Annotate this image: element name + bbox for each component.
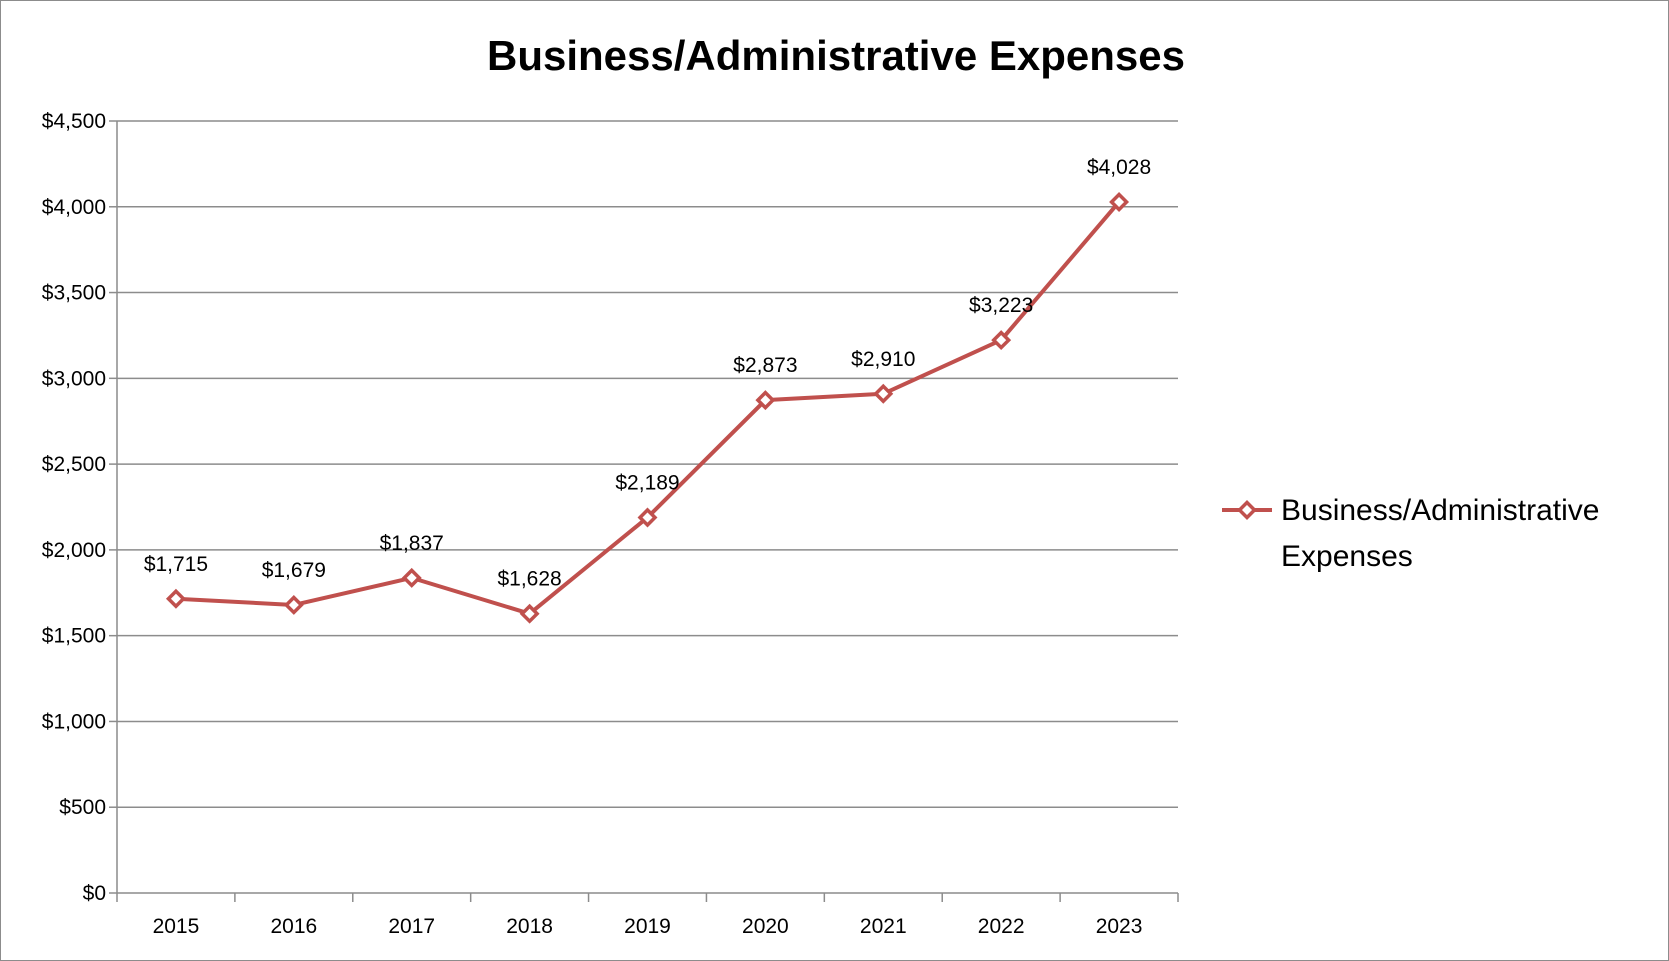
x-tick-label: 2016: [270, 915, 317, 938]
x-tick-label: 2019: [624, 915, 671, 938]
data-point-marker: [165, 588, 186, 609]
data-point-marker: [755, 390, 776, 411]
data-point-marker: [519, 603, 540, 624]
series: [165, 191, 1130, 624]
data-label: $1,679: [262, 559, 326, 582]
series-line: [175, 200, 1121, 616]
legend: Business/Administrative Expenses: [1222, 494, 1599, 573]
y-tick-label: $2,500: [42, 453, 106, 476]
y-tick-labels: $0 $500 $1,000 $1,500 $2,000 $2,500 $3,000 $3,5…: [42, 110, 106, 905]
data-labels: $1,715 $1,679 $1,837 $1,628 $2,189 $2,873 $2,9…: [144, 156, 1151, 591]
data-label: $2,189: [615, 471, 679, 494]
y-tick-label: $3,000: [42, 367, 106, 390]
x-tick-label: 2017: [388, 915, 435, 938]
data-label: $1,715: [144, 553, 208, 576]
x-tick-labels: 2015 2016 2017 2018 2019 2020 2021 2022 2023: [153, 915, 1143, 938]
x-tick-label: 2015: [153, 915, 200, 938]
x-tick-label: 2021: [860, 915, 907, 938]
y-tick-label: $2,000: [42, 539, 106, 562]
data-point-marker: [637, 507, 658, 528]
legend-label-line-2: Expenses: [1281, 540, 1413, 573]
y-tick-label: $4,500: [42, 110, 106, 133]
y-tick-label: $4,000: [42, 196, 106, 219]
y-tick-label: $500: [59, 796, 106, 819]
gridlines: [117, 120, 1178, 808]
data-label: $2,910: [851, 348, 915, 371]
legend-label-line-1: Business/Administrative: [1281, 494, 1599, 527]
data-point-marker: [401, 567, 422, 588]
legend-diamond-marker-icon: [1237, 500, 1257, 520]
data-point-marker: [873, 383, 894, 404]
x-tick-label: 2018: [506, 915, 553, 938]
data-label: $4,028: [1087, 156, 1151, 179]
y-tick-label: $3,500: [42, 282, 106, 305]
axes: [109, 120, 1179, 902]
x-tick-label: 2020: [742, 915, 789, 938]
data-point-marker: [1109, 191, 1130, 212]
y-tick-label: $1,000: [42, 710, 106, 733]
data-point-marker: [283, 594, 304, 615]
data-label: $3,223: [969, 294, 1033, 317]
data-point-marker: [991, 330, 1012, 351]
y-tick-label: $0: [83, 882, 106, 905]
chart-title: Business/Administrative Expenses: [487, 32, 1185, 79]
y-tick-label: $1,500: [42, 625, 106, 648]
data-label: $1,837: [380, 532, 444, 555]
x-tick-label: 2022: [978, 915, 1025, 938]
data-label: $2,873: [733, 354, 797, 377]
x-tick-label: 2023: [1096, 915, 1143, 938]
data-label: $1,628: [497, 568, 561, 591]
